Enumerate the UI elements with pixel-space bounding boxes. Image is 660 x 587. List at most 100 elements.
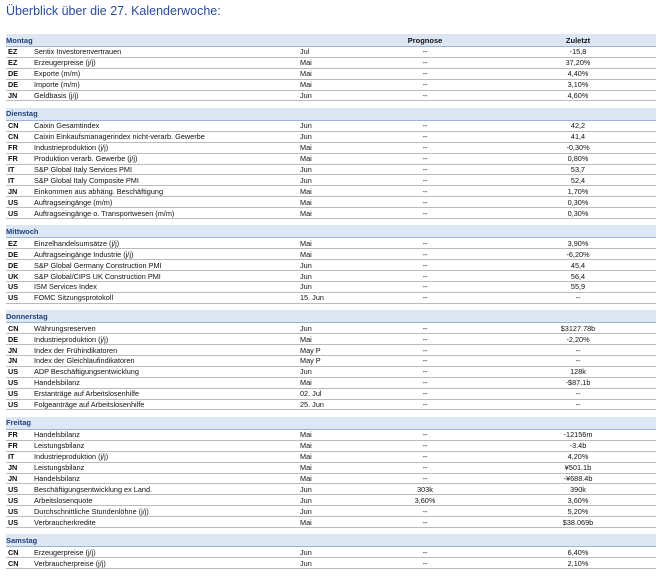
last: 5,20% [567, 506, 589, 516]
forecast: -- [422, 293, 428, 303]
table-row: US Verbraucherkredite Mai -- $38.069b [6, 517, 656, 528]
indicator: FOMC Sitzungsprotokoll [34, 293, 114, 303]
country: IT [8, 452, 15, 462]
indicator: ADP Beschäftigungsentwicklung [34, 367, 139, 377]
indicator: Erzeugerpreise (j/j) [34, 58, 96, 68]
last: 45,4 [570, 260, 586, 270]
period: Jun [300, 164, 312, 174]
forecast: 3,60% [414, 495, 436, 505]
last: 3,90% [567, 238, 589, 248]
period: Mai [300, 154, 312, 164]
last: 390k [570, 484, 586, 494]
indicator: Leistungsbilanz [34, 463, 85, 473]
period: Jun [300, 323, 312, 333]
section: Freitag FR Handelsbilanz Mai -- -12156m FR Leis… [6, 416, 656, 528]
last: 6,40% [567, 547, 589, 557]
day-label: Montag [6, 35, 33, 45]
indicator: Handelsbilanz [34, 378, 80, 388]
country: CN [8, 132, 19, 142]
section: Dienstag CN Caixin Gesamtindex Jun -- 42,2 CN C… [6, 107, 656, 219]
country: UK [8, 271, 19, 281]
country: IT [8, 164, 15, 174]
country: US [8, 378, 19, 388]
indicator: Index der Gleichlaufindikatoren [34, 356, 135, 366]
indicator: Auftragseingänge (m/m) [34, 197, 113, 207]
last: -- [575, 345, 581, 355]
country: CN [8, 547, 19, 557]
indicator: Handelsbilanz [34, 430, 80, 440]
country: IT [8, 175, 15, 185]
table-row: US Folgeanträge auf Arbeitslosenhilfe 25. … [6, 400, 656, 411]
forecast: -- [422, 506, 428, 516]
last: -¥688.4b [563, 473, 593, 483]
period: Mai [300, 143, 312, 153]
last: -- [575, 389, 581, 399]
country: US [8, 399, 19, 409]
indicator: S&P Global/CIPS UK Construction PMI [34, 271, 161, 281]
indicator: Erstanträge auf Arbeitslosenhilfe [34, 389, 140, 399]
last: 56,4 [570, 271, 586, 281]
forecast: -- [422, 121, 428, 131]
last: 4,40% [567, 69, 589, 79]
period: Jun [300, 282, 312, 292]
period: Mai [300, 186, 312, 196]
period: 25. Jun [300, 399, 324, 409]
indicator: Index der Frühindikatoren [34, 345, 118, 355]
period: Mai [300, 69, 312, 79]
period: Jun [300, 506, 312, 516]
last: -6,20% [566, 249, 590, 259]
forecast: -- [422, 389, 428, 399]
table-row: DE S&P Global Germany Construction PMI Jun… [6, 260, 656, 272]
country: DE [8, 69, 19, 79]
forecast: -- [422, 356, 428, 366]
country: US [8, 293, 19, 303]
period: Jun [300, 558, 312, 568]
table-row: US ADP Beschäftigungsentwicklung Jun -- 128k [6, 367, 656, 378]
last: 2,10% [567, 558, 589, 568]
last: 53,7 [570, 164, 586, 174]
indicator: Industrieproduktion (j/j) [34, 452, 109, 462]
last: 3,10% [567, 80, 589, 90]
forecast: -- [422, 69, 428, 79]
period: Mai [300, 58, 312, 68]
indicator: Verbraucherpreise (j/j) [34, 558, 106, 568]
last: $3127.78b [560, 323, 596, 333]
last: -- [575, 399, 581, 409]
last: -12156m [563, 430, 593, 440]
table-row: EZ Einzelhandelsumsätze (j/j) Mai -- 3,90% [6, 238, 656, 250]
period: Mai [300, 249, 312, 259]
forecast: -- [422, 208, 428, 218]
country: CN [8, 323, 19, 333]
last: 0,30% [567, 208, 589, 218]
table-row: IT S&P Global Italy Services PMI Jun -- 53,7 [6, 165, 656, 176]
title: Überblick über die 27. Kalenderwoche: [6, 4, 221, 18]
last: $38.069b [562, 517, 594, 527]
table-row: US Auftragseingänge o. Transportwesen (m/… [6, 208, 656, 219]
country: EZ [8, 47, 18, 57]
section-header: Dienstag [6, 107, 656, 121]
indicator: Beschäftigungsentwicklung ex Land. [34, 484, 153, 494]
period: Jun [300, 91, 312, 100]
forecast: -- [422, 164, 428, 174]
country: US [8, 282, 19, 292]
forecast: -- [422, 345, 428, 355]
last: 42,2 [570, 121, 586, 131]
table-row: US ISM Services Index Jun -- 55,9 [6, 282, 656, 293]
indicator: Leistungsbilanz [34, 441, 85, 451]
last: 0,80% [567, 154, 589, 164]
period: 02. Jul [300, 389, 322, 399]
last: 128k [570, 367, 586, 377]
table-row: JN Leistungsbilanz Mai -- ¥501.1b [6, 463, 656, 474]
section-header: Freitag [6, 416, 656, 430]
period: Mai [300, 441, 312, 451]
last: 55,9 [570, 282, 586, 292]
indicator: Einkommen aus abhäng. Beschäftigung [34, 186, 163, 196]
table-row: DE Exporte (m/m) Mai -- 4,40% [6, 69, 656, 80]
table-row: US Erstanträge auf Arbeitslosenhilfe 02. J… [6, 389, 656, 400]
table-row: DE Importe (m/m) Mai -- 3,10% [6, 80, 656, 91]
indicator: Importe (m/m) [34, 80, 80, 90]
table-row: CN Währungsreserven Jun -- $3127.78b [6, 323, 656, 335]
forecast: -- [422, 260, 428, 270]
table-row: FR Leistungsbilanz Mai -- -3.4b [6, 441, 656, 452]
day-label: Donnerstag [6, 311, 48, 321]
